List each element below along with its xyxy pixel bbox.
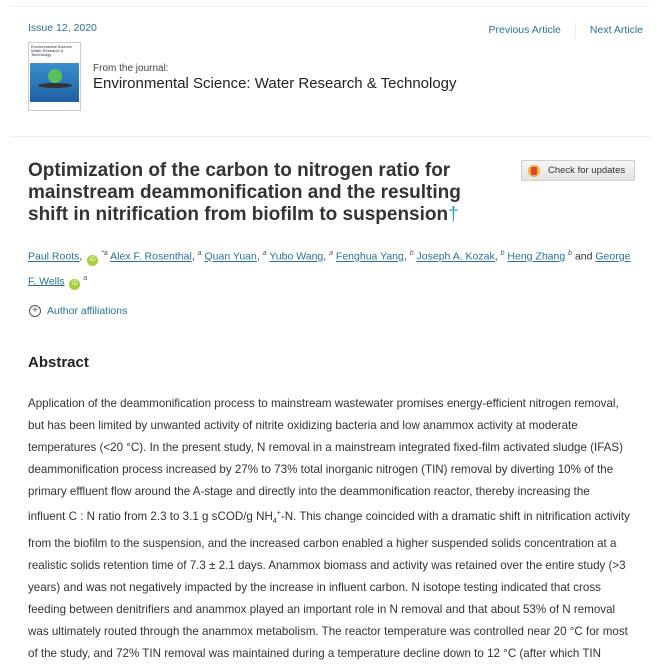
- author-link[interactable]: Alex F. Rosenthal: [110, 250, 192, 263]
- check-for-updates-button[interactable]: Check for updates: [521, 160, 635, 181]
- orcid-icon[interactable]: iD: [87, 254, 99, 266]
- affiliation-marker: a: [83, 274, 88, 282]
- abstract-line: deammonification process increased by 27…: [28, 463, 614, 476]
- affiliations-label: Author affiliations: [47, 305, 128, 317]
- abstract-line: was ultimately routed through the anammo…: [28, 625, 628, 639]
- article-nav: Previous Article Next Article: [475, 22, 643, 38]
- separator: ,: [323, 250, 327, 263]
- orcid-icon[interactable]: iD: [69, 279, 81, 290]
- affiliation-marker: *a: [101, 250, 108, 257]
- affiliation-marker: a: [197, 250, 202, 257]
- divider: [10, 136, 651, 137]
- affiliation-marker: a: [329, 250, 333, 257]
- next-article-link[interactable]: Next Article: [574, 22, 643, 38]
- journal-cover-image[interactable]: Environmental Science Water Research & T…: [28, 42, 81, 111]
- author-link[interactable]: Fenghua Yang: [335, 250, 404, 263]
- affiliation-marker: b: [409, 250, 414, 257]
- check-updates-label: Check for updates: [548, 165, 626, 176]
- separator: ,: [403, 250, 407, 263]
- article-title: Optimization of the carbon to nitrogen r…: [28, 160, 478, 226]
- author-affiliations-toggle[interactable]: + Author affiliations: [29, 305, 127, 317]
- separator: ,: [494, 250, 498, 263]
- plus-circle-icon: +: [29, 305, 41, 317]
- abstract-line: from the biofilm to the suspension, and …: [28, 537, 617, 551]
- text: -N. This change coincided with a dramati…: [280, 509, 630, 523]
- crossmark-icon: [528, 164, 540, 177]
- abstract-line: primary effluent flow around the A-stage…: [28, 485, 590, 498]
- author-link[interactable]: Yubo Wang: [269, 250, 324, 263]
- subscript: 4: [272, 518, 277, 526]
- superscript: +: [276, 510, 281, 517]
- author-link[interactable]: Paul Roots: [28, 250, 80, 263]
- abstract-line: realistic solids retention time of 7.3 ±…: [28, 559, 626, 573]
- abstract-heading: Abstract: [28, 354, 89, 371]
- abstract-line: of the study, and 72% TIN removal was ma…: [28, 647, 602, 661]
- separator: ,: [256, 250, 260, 263]
- affiliation-marker: a: [262, 250, 267, 257]
- author-link[interactable]: George F. Wells: [28, 250, 631, 288]
- title-text: Optimization of the carbon to nitrogen r…: [28, 160, 461, 225]
- author-list: Paul Roots, iD *a Alex F. Rosenthal, a Q…: [28, 243, 638, 292]
- author-link[interactable]: Heng Zhang: [507, 250, 566, 263]
- and-text: and: [572, 250, 596, 263]
- abstract-line: but has been limited by unwanted activit…: [28, 419, 578, 432]
- abstract-line: feeding between denitrifiers and anammox…: [28, 603, 616, 617]
- journal-name[interactable]: Environmental Science: Water Research & …: [93, 75, 457, 92]
- author-link[interactable]: Joseph A. Kozak: [416, 250, 495, 263]
- abstract-line: Application of the deammonification proc…: [28, 397, 619, 410]
- affiliation-marker: b: [500, 250, 505, 257]
- supplementary-dagger-link[interactable]: †: [448, 204, 459, 225]
- author-link[interactable]: Quan Yuan: [204, 250, 257, 263]
- separator: ,: [191, 250, 195, 263]
- abstract-line: influent C : N ratio from 2.3 to 3.1 g s…: [28, 503, 630, 533]
- previous-article-link[interactable]: Previous Article: [488, 24, 561, 36]
- separator: ,: [79, 250, 83, 263]
- text: influent C : N ratio from 2.3 to 3.1 g s…: [28, 509, 273, 523]
- affiliation-marker: b: [568, 250, 573, 257]
- issue-link[interactable]: Issue 12, 2020: [28, 22, 97, 34]
- abstract-line: years) and was not negatively impacted b…: [28, 581, 601, 595]
- abstract-text: Application of the deammonification proc…: [28, 393, 630, 665]
- top-divider: [10, 6, 651, 7]
- from-journal-label: From the journal:: [93, 63, 169, 74]
- abstract-line: temperatures (<20 °C). In the present st…: [28, 441, 623, 454]
- cover-title: Environmental Science Water Research & T…: [31, 44, 72, 57]
